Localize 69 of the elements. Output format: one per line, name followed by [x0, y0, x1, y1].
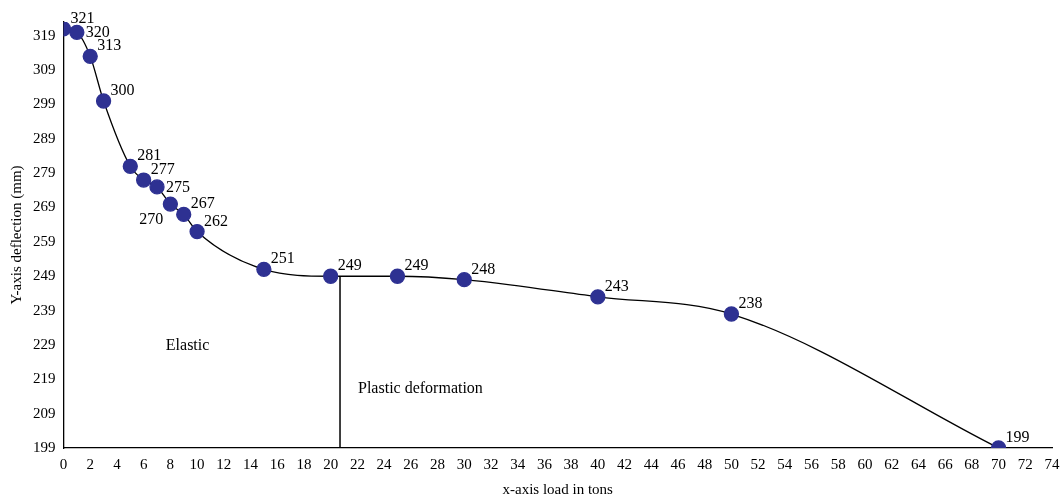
data-label: 300: [110, 81, 135, 99]
y-tick-label: 309: [33, 61, 56, 78]
y-tick-label: 289: [33, 129, 56, 146]
data-label: 267: [190, 194, 215, 212]
y-tick-label: 239: [33, 301, 56, 318]
x-tick-label: 28: [430, 455, 446, 472]
x-tick-label: 38: [563, 455, 579, 472]
x-tick-label: 24: [376, 455, 393, 472]
x-axis-title: x-axis load in tons: [502, 480, 614, 497]
x-tick-label: 68: [964, 455, 980, 472]
data-label: 238: [738, 294, 763, 312]
y-tick-label: 219: [33, 370, 56, 387]
x-tick-label: 22: [349, 455, 365, 472]
data-label: 249: [404, 256, 429, 274]
x-tick-label: 66: [937, 455, 954, 472]
x-tick-label: 54: [777, 455, 793, 472]
data-label: 251: [270, 249, 295, 267]
annotation: Plastic deformation: [358, 378, 483, 396]
x-tick-label: 64: [910, 455, 927, 472]
x-tick-label: 72: [1017, 455, 1033, 472]
data-label: 199: [1005, 428, 1030, 445]
data-label: 313: [97, 36, 122, 54]
x-tick-label: 48: [697, 455, 713, 472]
x-tick-label: 56: [804, 455, 820, 472]
x-tick-label: 2: [86, 455, 94, 472]
x-tick-label: 0: [59, 455, 68, 472]
x-tick-label: 32: [483, 455, 499, 472]
x-tick-label: 14: [243, 455, 259, 472]
y-tick-label: 249: [33, 267, 56, 284]
x-tick-label: 8: [166, 455, 175, 472]
y-tick-label: 319: [33, 26, 56, 43]
annotation: Elastic: [165, 336, 210, 354]
x-tick-label: 30: [456, 455, 472, 472]
x-tick-label: 40: [590, 455, 606, 472]
data-label: 262: [204, 211, 229, 229]
x-tick-label: 42: [617, 455, 633, 472]
x-tick-label: 58: [830, 455, 846, 472]
x-tick-label: 10: [189, 455, 205, 472]
data-label: 270: [139, 210, 164, 228]
x-tick-label: 60: [857, 455, 873, 472]
y-tick-label: 299: [33, 95, 56, 112]
y-axis-title: Y-axis deflection (mm): [7, 165, 25, 305]
x-tick-label: 46: [670, 455, 686, 472]
x-tick-label: 52: [750, 455, 766, 472]
x-tick-label: 16: [269, 455, 286, 472]
data-label: 275: [166, 177, 191, 195]
x-tick-label: 20: [323, 455, 339, 472]
y-tick-label: 269: [33, 198, 56, 215]
x-tick-label: 50: [723, 455, 739, 472]
data-label: 248: [471, 259, 496, 277]
x-tick-label: 26: [403, 455, 419, 472]
data-label: 243: [604, 276, 629, 294]
x-tick-label: 36: [536, 455, 553, 472]
x-tick-label: 18: [296, 455, 312, 472]
y-tick-label: 209: [33, 404, 56, 421]
x-tick-label: 34: [510, 455, 526, 472]
x-tick-label: 70: [991, 455, 1007, 472]
x-tick-label: 44: [643, 455, 660, 472]
x-tick-label: 74: [1044, 455, 1060, 472]
x-tick-label: 12: [216, 455, 232, 472]
x-tick-label: 6: [139, 455, 148, 472]
y-tick-label: 199: [33, 438, 56, 455]
x-tick-label: 62: [884, 455, 900, 472]
x-tick-label: 4: [113, 455, 122, 472]
y-tick-label: 259: [33, 232, 56, 249]
y-tick-label: 279: [33, 164, 56, 181]
data-label: 249: [337, 256, 362, 274]
data-label: 321: [70, 8, 95, 26]
y-tick-label: 229: [33, 335, 56, 352]
